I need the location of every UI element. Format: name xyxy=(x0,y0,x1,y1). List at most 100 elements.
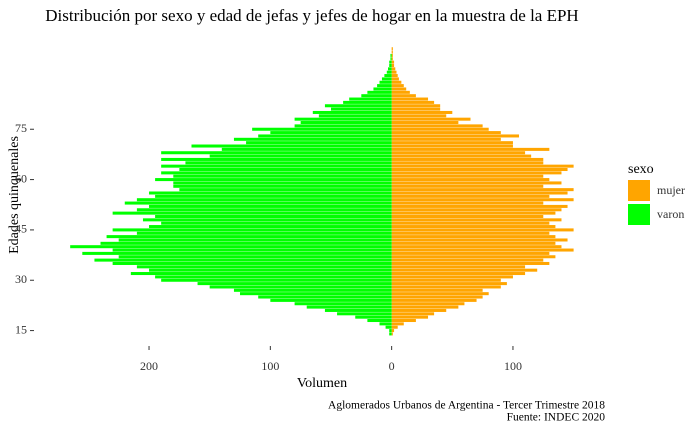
bar xyxy=(100,241,392,245)
bar xyxy=(221,147,392,151)
caption: Fuente: INDEC 2020 xyxy=(507,412,606,424)
bar xyxy=(391,178,550,182)
bar xyxy=(379,322,392,326)
bar xyxy=(355,315,392,319)
bar xyxy=(197,282,392,286)
bar xyxy=(386,70,392,74)
bar xyxy=(209,285,392,289)
x-axis-label: Volumen xyxy=(297,376,347,391)
bar xyxy=(391,151,526,155)
bar xyxy=(379,80,392,84)
bar xyxy=(391,168,568,172)
bar xyxy=(391,268,538,272)
bar xyxy=(391,241,556,245)
bar xyxy=(391,302,465,306)
bar xyxy=(306,305,392,309)
legend-swatch xyxy=(628,204,650,225)
bar xyxy=(389,329,392,333)
bar xyxy=(391,238,568,242)
bar xyxy=(124,201,392,205)
bar xyxy=(294,302,392,306)
bar xyxy=(388,67,392,71)
bar xyxy=(185,161,392,165)
bar xyxy=(391,141,513,145)
bar xyxy=(179,168,392,172)
bar xyxy=(391,147,550,151)
bar xyxy=(391,295,483,299)
bar xyxy=(391,57,393,61)
bar xyxy=(391,322,404,326)
bar xyxy=(240,292,392,296)
bar xyxy=(142,218,392,222)
bar xyxy=(391,110,453,114)
bar xyxy=(155,178,392,182)
bar xyxy=(391,161,544,165)
bar xyxy=(173,184,392,188)
bar xyxy=(391,104,441,108)
y-tick-label: 45 xyxy=(15,222,27,236)
bar xyxy=(391,80,402,84)
bar xyxy=(294,117,392,121)
bar xyxy=(337,312,392,316)
bar xyxy=(391,275,513,279)
bar xyxy=(367,319,392,323)
bar xyxy=(391,77,399,81)
bar xyxy=(391,144,513,148)
bar xyxy=(391,292,489,296)
bar xyxy=(179,188,392,192)
bar xyxy=(391,184,544,188)
bar xyxy=(149,268,392,272)
bar xyxy=(312,110,392,114)
bar xyxy=(258,134,392,138)
bar xyxy=(330,107,392,111)
bar xyxy=(252,127,392,131)
bar xyxy=(391,231,550,235)
x-tick-label: 200 xyxy=(140,359,158,373)
caption: Aglomerados Urbanos de Argentina - Terce… xyxy=(328,400,605,412)
bar xyxy=(391,228,574,232)
bar xyxy=(391,265,526,269)
bar xyxy=(391,124,483,128)
bar xyxy=(155,194,392,198)
bar xyxy=(391,204,568,208)
y-tick-label: 30 xyxy=(15,272,27,286)
bar xyxy=(82,251,392,255)
y-tick-label: 15 xyxy=(15,322,27,336)
bar xyxy=(391,134,520,138)
bar xyxy=(70,245,392,249)
bar xyxy=(391,174,544,178)
bar xyxy=(390,57,392,61)
bar xyxy=(391,245,562,249)
bar xyxy=(149,191,392,195)
bar xyxy=(391,235,556,239)
bar xyxy=(391,218,562,222)
bar xyxy=(161,221,392,225)
legend-title: sexo xyxy=(628,162,654,177)
bar xyxy=(149,225,392,229)
bar xyxy=(136,265,392,269)
bar xyxy=(361,94,392,98)
bar xyxy=(391,278,501,282)
legend-label: mujer xyxy=(657,183,685,197)
bar xyxy=(391,198,574,202)
bar xyxy=(258,295,392,299)
bar xyxy=(233,288,392,292)
bar xyxy=(391,319,416,323)
bar xyxy=(391,63,395,67)
bar xyxy=(381,77,392,81)
bar xyxy=(391,84,404,88)
bar xyxy=(324,308,392,312)
bar xyxy=(391,191,568,195)
bar xyxy=(161,164,392,168)
bar xyxy=(391,50,393,54)
bar xyxy=(391,288,483,292)
bar xyxy=(391,74,398,78)
bar xyxy=(391,157,544,161)
bar xyxy=(112,211,392,215)
bar xyxy=(391,121,459,125)
legend-label: varon xyxy=(657,207,684,221)
bar xyxy=(391,154,532,158)
bar xyxy=(391,251,550,255)
